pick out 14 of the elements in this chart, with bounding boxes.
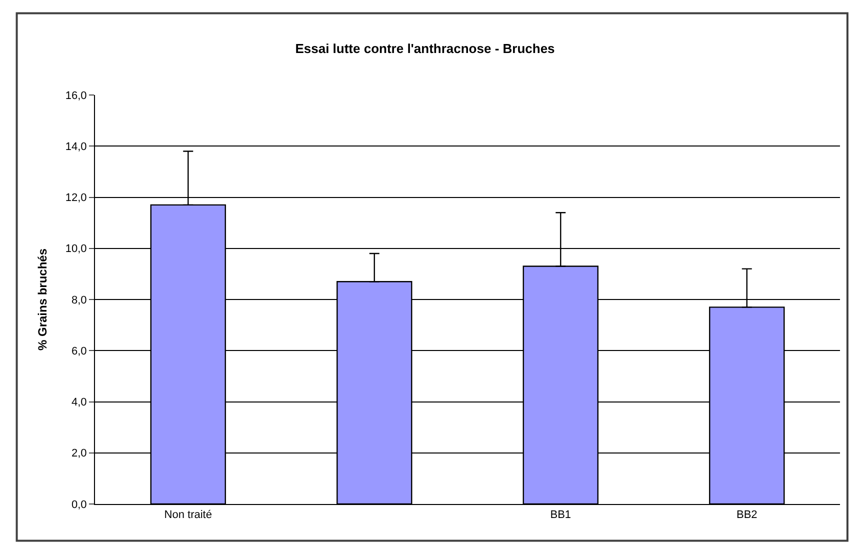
chart-title: Essai lutte contre l'anthracnose - Bruches	[295, 40, 555, 56]
y-tick-label: 12,0	[65, 192, 87, 204]
y-tick-label: 8,0	[72, 294, 87, 306]
y-tick-label: 16,0	[65, 90, 87, 102]
x-tick-label: Non traité	[164, 509, 212, 522]
y-tick-label: 6,0	[72, 345, 87, 358]
y-axis-title: % Grains bruchés	[36, 248, 50, 351]
x-tick-label: BB2	[736, 509, 758, 522]
y-tick-label: 14,0	[65, 140, 87, 153]
y-tick-label: 4,0	[72, 396, 87, 409]
y-tick-label: 10,0	[65, 243, 87, 256]
x-tick-label: BB1	[550, 509, 572, 522]
y-tick-label: 0,0	[72, 498, 87, 511]
y-tick-label: 2,0	[72, 448, 87, 460]
